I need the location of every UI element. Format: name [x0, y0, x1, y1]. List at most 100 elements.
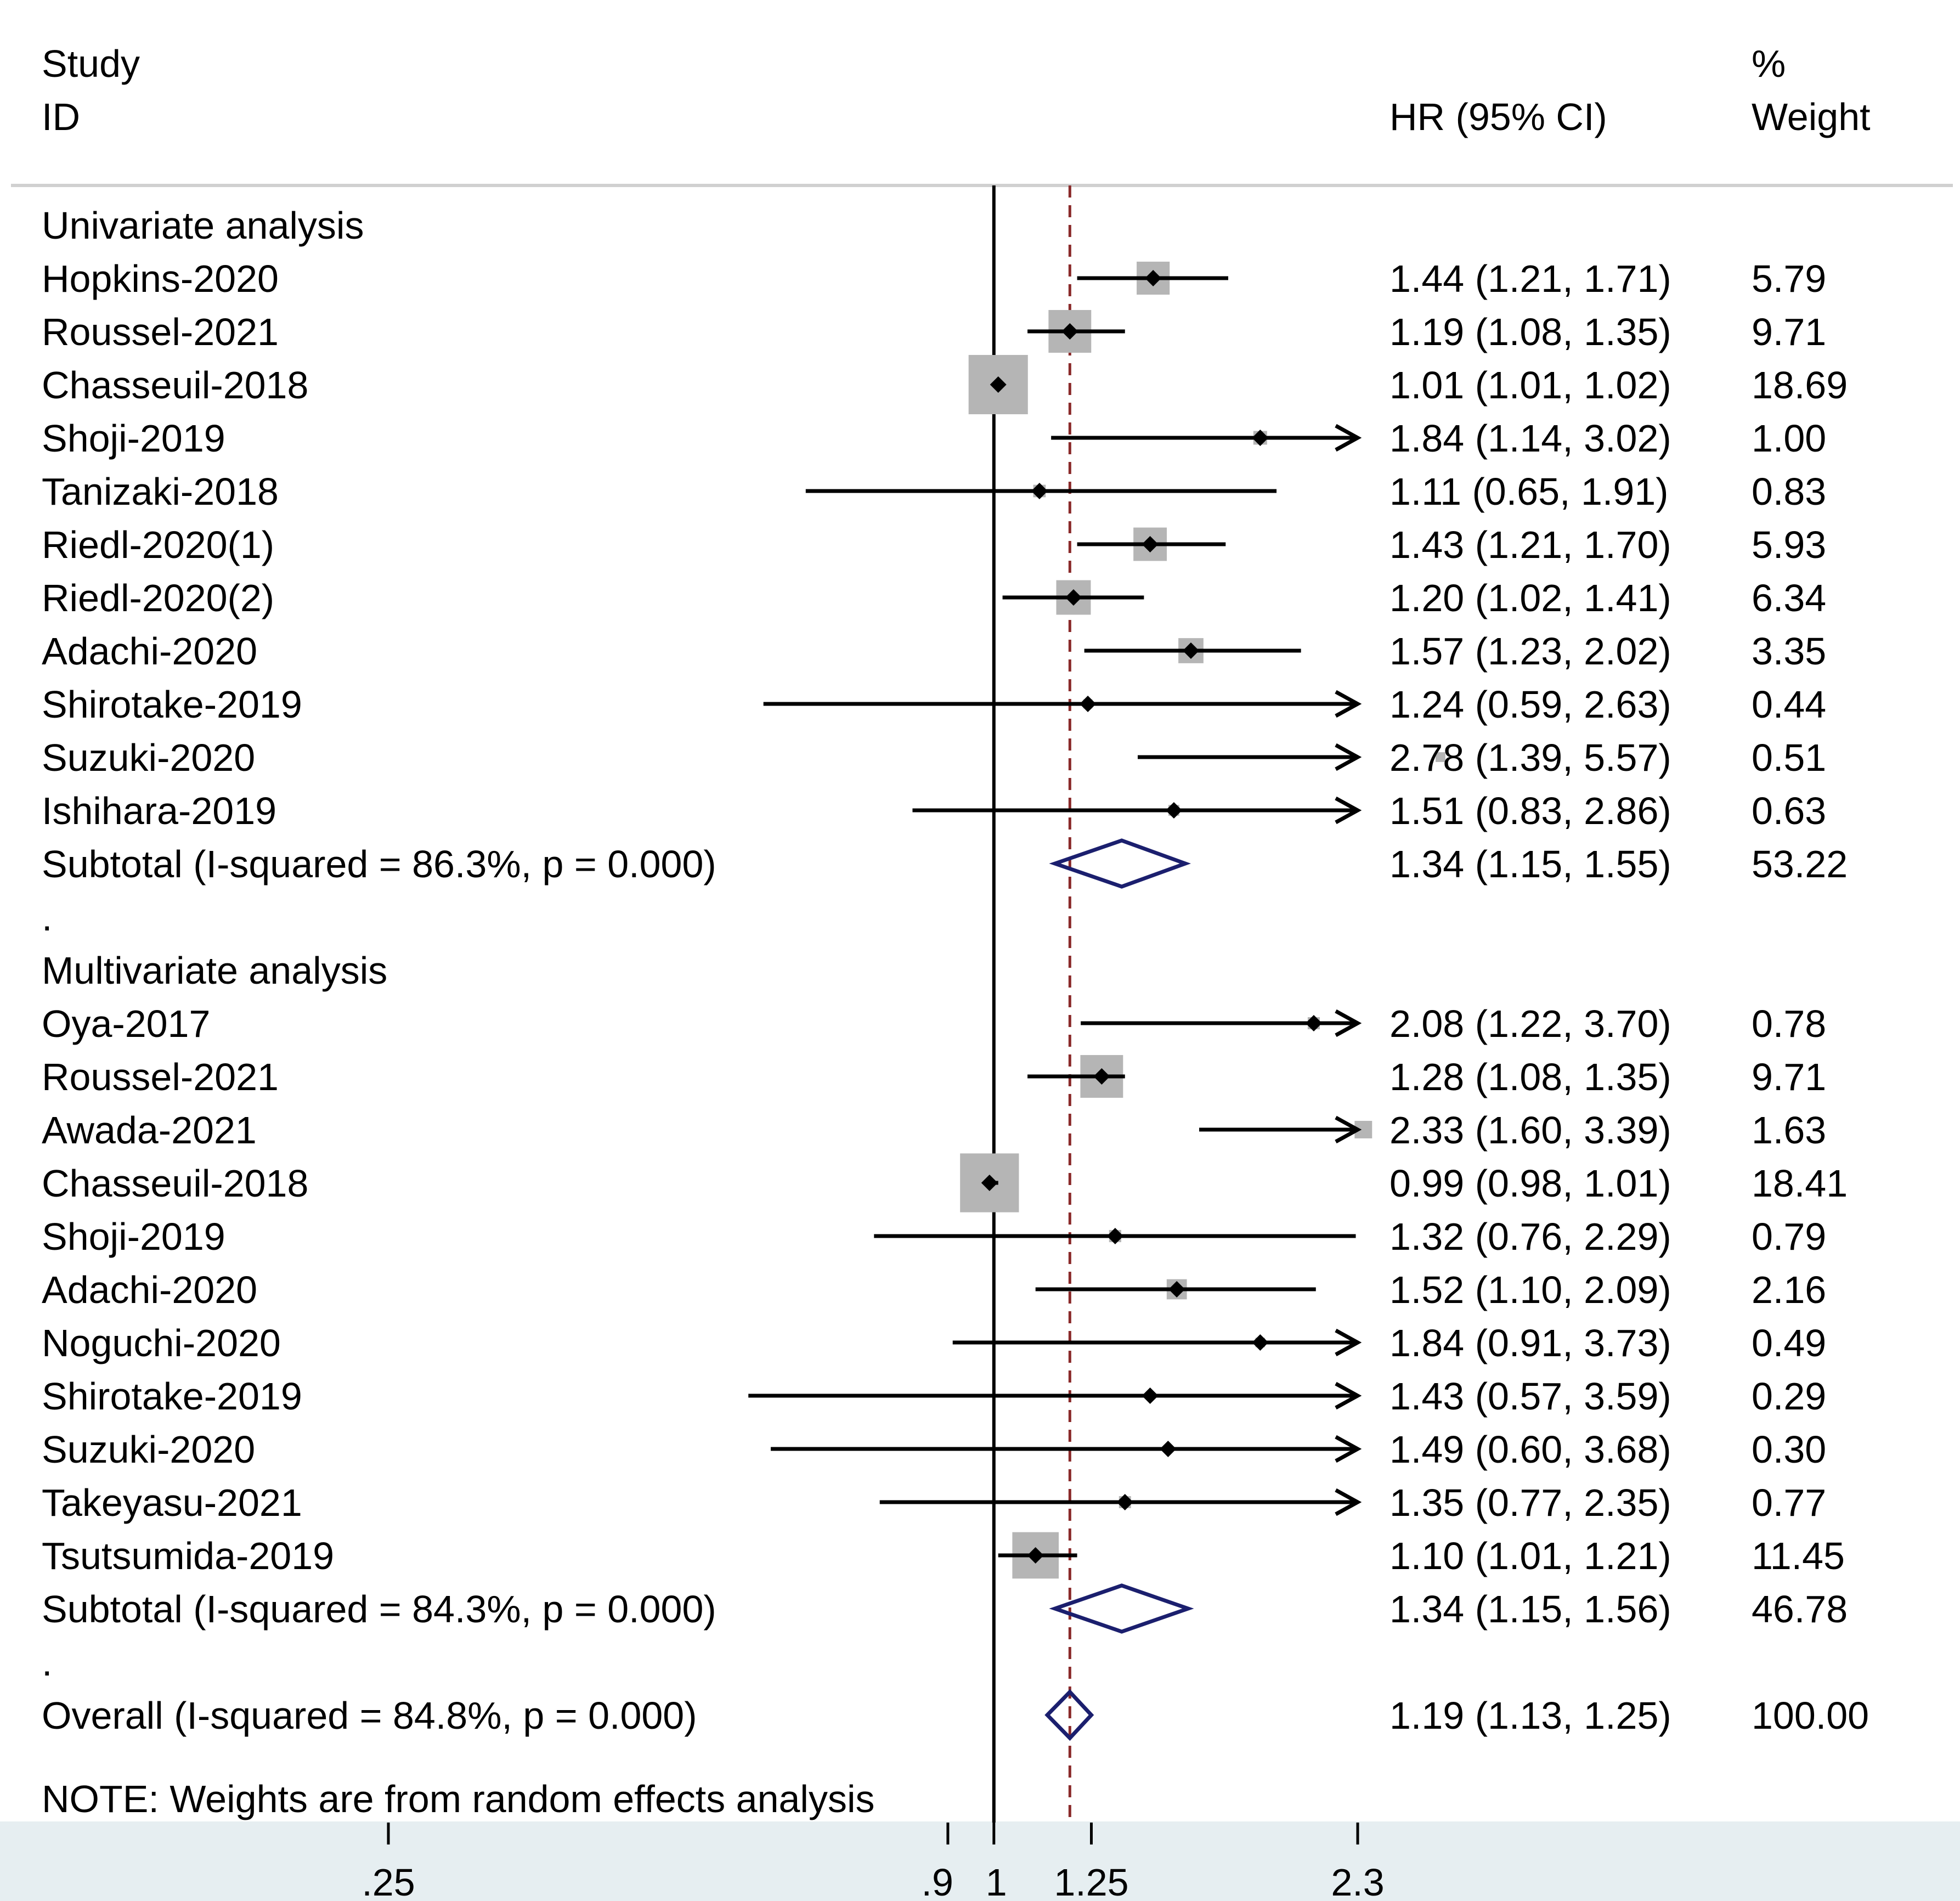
weight-value: 1.63	[1752, 1109, 1826, 1152]
hr-ci-value: 1.57 (1.23, 2.02)	[1389, 630, 1671, 673]
study-label: Riedl-2020(2)	[42, 577, 274, 619]
study-label: Suzuki-2020	[42, 736, 255, 779]
ci-arrow	[1335, 1009, 1362, 1037]
point-estimate	[990, 376, 1007, 393]
point-estimate	[1305, 1015, 1322, 1031]
weight-value: 0.77	[1752, 1481, 1826, 1524]
overall-label: Overall (I-squared = 84.8%, p = 0.000)	[42, 1694, 697, 1737]
point-estimate	[1093, 1068, 1110, 1085]
header-weight: Weight	[1752, 95, 1871, 138]
point-estimate	[1080, 696, 1097, 712]
point-estimate	[1065, 589, 1082, 606]
hr-ci-value: 1.84 (1.14, 3.02)	[1389, 417, 1671, 460]
point-estimate	[1182, 642, 1199, 659]
ci-arrow	[1335, 1488, 1362, 1516]
weight-value: 0.49	[1752, 1322, 1826, 1364]
study-marks	[748, 261, 1445, 1741]
ci-arrow	[1335, 690, 1362, 718]
subtotal-diamond	[1049, 838, 1191, 889]
overall-hr-ci-value: 1.19 (1.13, 1.25)	[1389, 1694, 1671, 1737]
weight-value: 0.78	[1752, 1002, 1826, 1045]
study-label: Ishihara-2019	[42, 789, 276, 832]
ci-arrow	[1335, 796, 1362, 825]
header-id: ID	[42, 95, 80, 138]
hr-ci-value: 1.32 (0.76, 2.29)	[1389, 1215, 1671, 1258]
hr-ci-value: 1.28 (1.08, 1.35)	[1389, 1056, 1671, 1098]
point-estimate	[1165, 802, 1182, 819]
study-label: Chasseuil-2018	[42, 364, 308, 407]
ci-arrow	[1335, 1435, 1362, 1463]
hr-ci-value: 1.84 (0.91, 3.73)	[1389, 1322, 1671, 1364]
weights-note: NOTE: Weights are from random effects an…	[42, 1778, 875, 1820]
study-label: Shoji-2019	[42, 417, 225, 460]
weight-value: 0.30	[1752, 1428, 1826, 1471]
x-tick-label: 1.25	[1054, 1861, 1128, 1901]
hr-ci-value: 1.52 (1.10, 2.09)	[1389, 1268, 1671, 1311]
header-study: Study	[42, 42, 140, 85]
study-label: Shirotake-2019	[42, 683, 302, 726]
weight-value: 18.41	[1752, 1162, 1848, 1205]
study-label: Adachi-2020	[42, 1268, 257, 1311]
hr-ci-value: 1.44 (1.21, 1.71)	[1389, 257, 1671, 300]
x-tick-label: 2.3	[1331, 1861, 1384, 1901]
weight-value: 0.44	[1752, 683, 1826, 726]
x-axis: .25 .9 1 1.25 2.3	[362, 1823, 1385, 1901]
weight-value: 0.29	[1752, 1375, 1826, 1418]
study-label: Tanizaki-2018	[42, 470, 279, 513]
point-estimate	[1142, 536, 1159, 552]
study-label: Riedl-2020(1)	[42, 523, 274, 566]
spacer-dot: .	[42, 896, 52, 939]
hr-ci-value: 1.19 (1.08, 1.35)	[1389, 311, 1671, 353]
point-estimate	[1027, 1547, 1044, 1564]
weight-value: 5.93	[1752, 523, 1826, 566]
x-tick-label: .9	[922, 1861, 953, 1901]
study-label: Oya-2017	[42, 1002, 210, 1045]
ci-arrow	[1335, 743, 1362, 771]
point-estimate	[1106, 1228, 1123, 1244]
hr-ci-value: 1.11 (0.65, 1.91)	[1389, 470, 1669, 513]
ci-arrow	[1335, 1328, 1362, 1357]
study-label: Takeyasu-2021	[42, 1481, 302, 1524]
ci-arrow	[1335, 424, 1362, 452]
weight-value: 9.71	[1752, 311, 1826, 353]
study-label: Roussel-2021	[42, 311, 279, 353]
study-label: Awada-2021	[42, 1109, 257, 1152]
reference-lines	[992, 185, 1071, 1823]
weight-value: 0.83	[1752, 470, 1826, 513]
subtotal-hr-ci-value: 1.34 (1.15, 1.55)	[1389, 843, 1671, 885]
point-estimate	[1160, 1441, 1177, 1457]
group-label: Multivariate analysis	[42, 949, 387, 992]
subtotal-diamond	[1049, 1583, 1194, 1634]
study-label: Chasseuil-2018	[42, 1162, 308, 1205]
hr-ci-value: 1.24 (0.59, 2.63)	[1389, 683, 1671, 726]
axis-band	[0, 1821, 1960, 1901]
weight-value: 5.79	[1752, 257, 1826, 300]
study-label: Hopkins-2020	[42, 257, 279, 300]
study-label: Suzuki-2020	[42, 1428, 255, 1471]
overall-diamond	[1044, 1689, 1094, 1741]
study-label: Shirotake-2019	[42, 1375, 302, 1418]
weight-value: 0.51	[1752, 736, 1826, 779]
hr-ci-value: 1.43 (0.57, 3.59)	[1389, 1375, 1671, 1418]
subtotal-label: Subtotal (I-squared = 84.3%, p = 0.000)	[42, 1588, 716, 1631]
weight-value: 11.45	[1752, 1535, 1845, 1577]
study-label: Roussel-2021	[42, 1056, 279, 1098]
weight-box	[1435, 752, 1445, 762]
ci-arrow	[1335, 1115, 1362, 1144]
weight-value: 3.35	[1752, 630, 1826, 673]
hr-ci-value: 1.43 (1.21, 1.70)	[1389, 523, 1671, 566]
subtotal-label: Subtotal (I-squared = 86.3%, p = 0.000)	[42, 843, 716, 885]
hr-ci-value: 2.33 (1.60, 3.39)	[1389, 1109, 1671, 1152]
hr-ci-value: 2.78 (1.39, 5.57)	[1389, 736, 1671, 779]
ci-arrow	[1335, 1381, 1362, 1410]
hr-ci-value: 1.49 (0.60, 3.68)	[1389, 1428, 1671, 1471]
weight-value: 6.34	[1752, 577, 1826, 619]
weight-value: 1.00	[1752, 417, 1826, 460]
study-label: Adachi-2020	[42, 630, 257, 673]
overall-weight-value: 100.00	[1752, 1694, 1869, 1737]
x-tick-label: .25	[362, 1861, 415, 1901]
weight-value: 2.16	[1752, 1268, 1826, 1311]
weight-value: 9.71	[1752, 1056, 1826, 1098]
subtotal-weight-value: 46.78	[1752, 1588, 1848, 1631]
